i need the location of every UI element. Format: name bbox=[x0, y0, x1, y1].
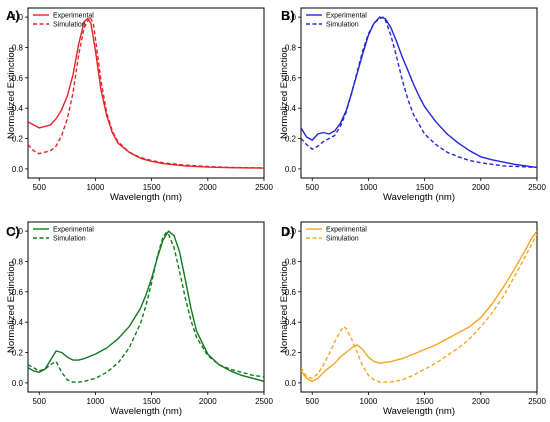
y-tick-label: 0.8 bbox=[12, 257, 24, 266]
y-tick-label: 0.4 bbox=[12, 318, 24, 327]
y-tick-label: 0.6 bbox=[12, 74, 24, 83]
x-tick-label: 2000 bbox=[199, 183, 217, 192]
x-tick-label: 2500 bbox=[528, 183, 546, 192]
chart-panel-2: B) 500 1000 1500 2000 2500 0.0 0.2 0.4 0.6 0.8 1.0 W… bbox=[279, 7, 546, 203]
series-line-experimental bbox=[301, 230, 537, 383]
series-line-simulation bbox=[28, 16, 264, 169]
y-tick-label: 1.0 bbox=[12, 227, 24, 236]
x-tick-label: 1000 bbox=[360, 183, 378, 192]
y-tick-label: 0.8 bbox=[12, 43, 24, 52]
legend-label: Simulation bbox=[326, 236, 359, 243]
series-line-experimental bbox=[301, 16, 537, 169]
x-tick-label: 1500 bbox=[143, 183, 161, 192]
chart-panel-3: C) 500 1000 1500 2000 2500 0.0 0.2 0.4 0.6 0.8 1.0 W… bbox=[6, 221, 273, 417]
y-tick-label: 0.0 bbox=[12, 165, 24, 174]
series-line-simulation bbox=[28, 231, 264, 383]
y-tick-label: 0.2 bbox=[285, 135, 297, 144]
x-tick-label: 500 bbox=[33, 397, 47, 406]
y-axis-label: Normalized Extinction bbox=[279, 47, 290, 139]
y-tick-label: 0.4 bbox=[12, 104, 24, 113]
x-tick-label: 500 bbox=[33, 183, 47, 192]
legend-label: Experimental bbox=[53, 227, 94, 234]
legend-label: Simulation bbox=[53, 236, 86, 243]
legend-label: Experimental bbox=[326, 227, 367, 234]
y-tick-label: 0.0 bbox=[285, 165, 297, 174]
y-tick-label: 0.4 bbox=[285, 104, 297, 113]
x-axis-label: Wavelength (nm) bbox=[110, 406, 182, 417]
x-tick-label: 2500 bbox=[528, 397, 546, 406]
legend-label: Simulation bbox=[53, 22, 86, 29]
y-tick-label: 1.0 bbox=[12, 13, 24, 22]
x-tick-label: 500 bbox=[306, 183, 320, 192]
legend-label: Simulation bbox=[326, 22, 359, 29]
plot-frame bbox=[300, 7, 538, 179]
y-tick-label: 0.6 bbox=[12, 288, 24, 297]
y-tick-label: 1.0 bbox=[285, 13, 297, 22]
y-tick-label: 0.6 bbox=[285, 288, 297, 297]
chart-panel-1: A) 500 1000 1500 2000 2500 0.0 0.2 0.4 0.6 0.8 1.0 W… bbox=[6, 7, 273, 203]
panel-letter: C) bbox=[6, 224, 20, 239]
y-tick-label: 0.4 bbox=[285, 318, 297, 327]
y-axis-label: Normalized Extinction bbox=[6, 47, 17, 139]
x-tick-label: 1500 bbox=[143, 397, 161, 406]
y-tick-label: 0.2 bbox=[12, 349, 24, 358]
series-line-simulation bbox=[301, 233, 537, 383]
x-axis-label: Wavelength (nm) bbox=[383, 406, 455, 417]
y-axis-label: Normalized Extinction bbox=[279, 261, 290, 353]
plot-frame bbox=[27, 7, 265, 179]
y-tick-label: 0.2 bbox=[12, 135, 24, 144]
x-tick-label: 2000 bbox=[199, 397, 217, 406]
x-tick-label: 2000 bbox=[472, 183, 490, 192]
y-tick-label: 0.6 bbox=[285, 74, 297, 83]
series-line-experimental bbox=[28, 17, 264, 169]
y-tick-label: 0.0 bbox=[12, 379, 24, 388]
x-axis-label: Wavelength (nm) bbox=[110, 192, 182, 203]
x-tick-label: 500 bbox=[306, 397, 320, 406]
y-tick-label: 1.0 bbox=[285, 227, 297, 236]
y-tick-label: 0.2 bbox=[285, 349, 297, 358]
y-tick-label: 0.0 bbox=[285, 379, 297, 388]
x-tick-label: 1500 bbox=[416, 183, 434, 192]
x-tick-label: 2500 bbox=[255, 397, 273, 406]
panel-letter: B) bbox=[281, 8, 295, 23]
x-tick-label: 1000 bbox=[87, 397, 105, 406]
x-tick-label: 1000 bbox=[87, 183, 105, 192]
y-tick-label: 0.8 bbox=[285, 257, 297, 266]
x-tick-label: 2000 bbox=[472, 397, 490, 406]
series-line-experimental bbox=[28, 230, 264, 383]
legend-label: Experimental bbox=[326, 13, 367, 20]
panel-letter: D) bbox=[281, 224, 295, 239]
x-tick-label: 2500 bbox=[255, 183, 273, 192]
plot-frame bbox=[27, 221, 265, 393]
x-axis-label: Wavelength (nm) bbox=[383, 192, 455, 203]
plot-frame bbox=[300, 221, 538, 393]
y-tick-label: 0.8 bbox=[285, 43, 297, 52]
panel-letter: A) bbox=[6, 8, 20, 23]
legend-label: Experimental bbox=[53, 13, 94, 20]
y-axis-label: Normalized Extinction bbox=[6, 261, 17, 353]
x-tick-label: 1000 bbox=[360, 397, 378, 406]
series-line-simulation bbox=[301, 16, 537, 169]
x-tick-label: 1500 bbox=[416, 397, 434, 406]
chart-panel-4: D) 500 1000 1500 2000 2500 0.0 0.2 0.4 0.6 0.8 1.0 W… bbox=[279, 221, 546, 417]
